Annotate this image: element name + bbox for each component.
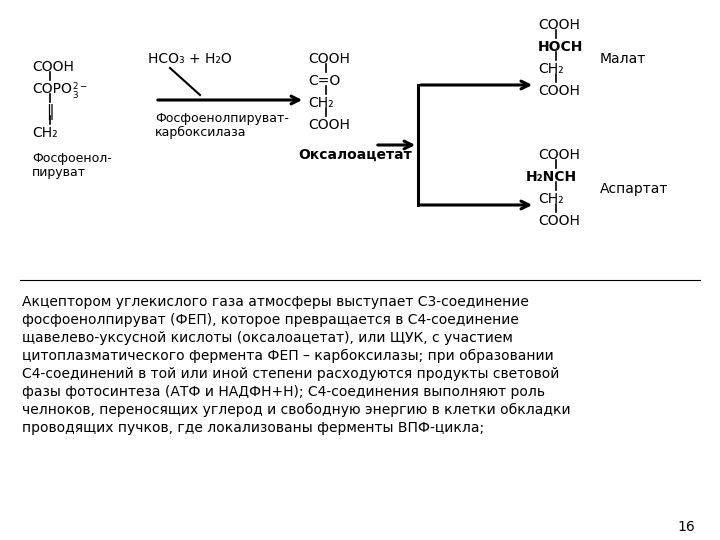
Text: C=O: C=O	[308, 74, 341, 88]
Text: карбоксилаза: карбоксилаза	[155, 126, 246, 139]
Text: HOCH: HOCH	[538, 40, 583, 54]
Text: COOH: COOH	[538, 214, 580, 228]
Text: $_3^{2-}$: $_3^{2-}$	[72, 82, 88, 102]
Text: HCO₃ + H₂O: HCO₃ + H₂O	[148, 52, 232, 66]
Text: CH₂: CH₂	[308, 96, 333, 110]
Text: фазы фотосинтеза (АТФ и НАДФН+Н); С4-соединения выполняют роль: фазы фотосинтеза (АТФ и НАДФН+Н); С4-сое…	[22, 385, 545, 399]
Text: щавелево-уксусной кислоты (оксалоацетат), или ЩУК, с участием: щавелево-уксусной кислоты (оксалоацетат)…	[22, 331, 513, 345]
Text: H₂NCH: H₂NCH	[526, 170, 577, 184]
Text: С4-соединений в той или иной степени расходуются продукты световой: С4-соединений в той или иной степени рас…	[22, 367, 559, 381]
Text: COOH: COOH	[538, 148, 580, 162]
Text: CH₂: CH₂	[32, 126, 58, 140]
Text: Аспартат: Аспартат	[600, 182, 668, 196]
Text: COOH: COOH	[538, 18, 580, 32]
Text: Малат: Малат	[600, 52, 647, 66]
Text: Фосфоенолпируват-: Фосфоенолпируват-	[155, 112, 289, 125]
Text: 16: 16	[678, 520, 695, 534]
Text: COPO: COPO	[32, 82, 72, 96]
Text: челноков, переносящих углерод и свободную энергию в клетки обкладки: челноков, переносящих углерод и свободну…	[22, 403, 571, 417]
Text: проводящих пучков, где локализованы ферменты ВПФ-цикла;: проводящих пучков, где локализованы ферм…	[22, 421, 484, 435]
Text: CH₂: CH₂	[538, 192, 564, 206]
Text: COOH: COOH	[308, 118, 350, 132]
Text: COOH: COOH	[32, 60, 74, 74]
Text: цитоплазматического фермента ФЕП – карбоксилазы; при образовании: цитоплазматического фермента ФЕП – карбо…	[22, 349, 554, 363]
Text: COOH: COOH	[308, 52, 350, 66]
Text: Фосфоенол-: Фосфоенол-	[32, 152, 112, 165]
Text: фосфоенолпируват (ФЕП), которое превращается в С4-соединение: фосфоенолпируват (ФЕП), которое превраща…	[22, 313, 519, 327]
Text: CH₂: CH₂	[538, 62, 564, 76]
Text: COOH: COOH	[538, 84, 580, 98]
Text: ‖: ‖	[46, 104, 53, 120]
Text: Оксалоацетат: Оксалоацетат	[298, 148, 412, 162]
Text: пируват: пируват	[32, 166, 86, 179]
Text: Акцептором углекислого газа атмосферы выступает С3-соединение: Акцептором углекислого газа атмосферы вы…	[22, 295, 529, 309]
